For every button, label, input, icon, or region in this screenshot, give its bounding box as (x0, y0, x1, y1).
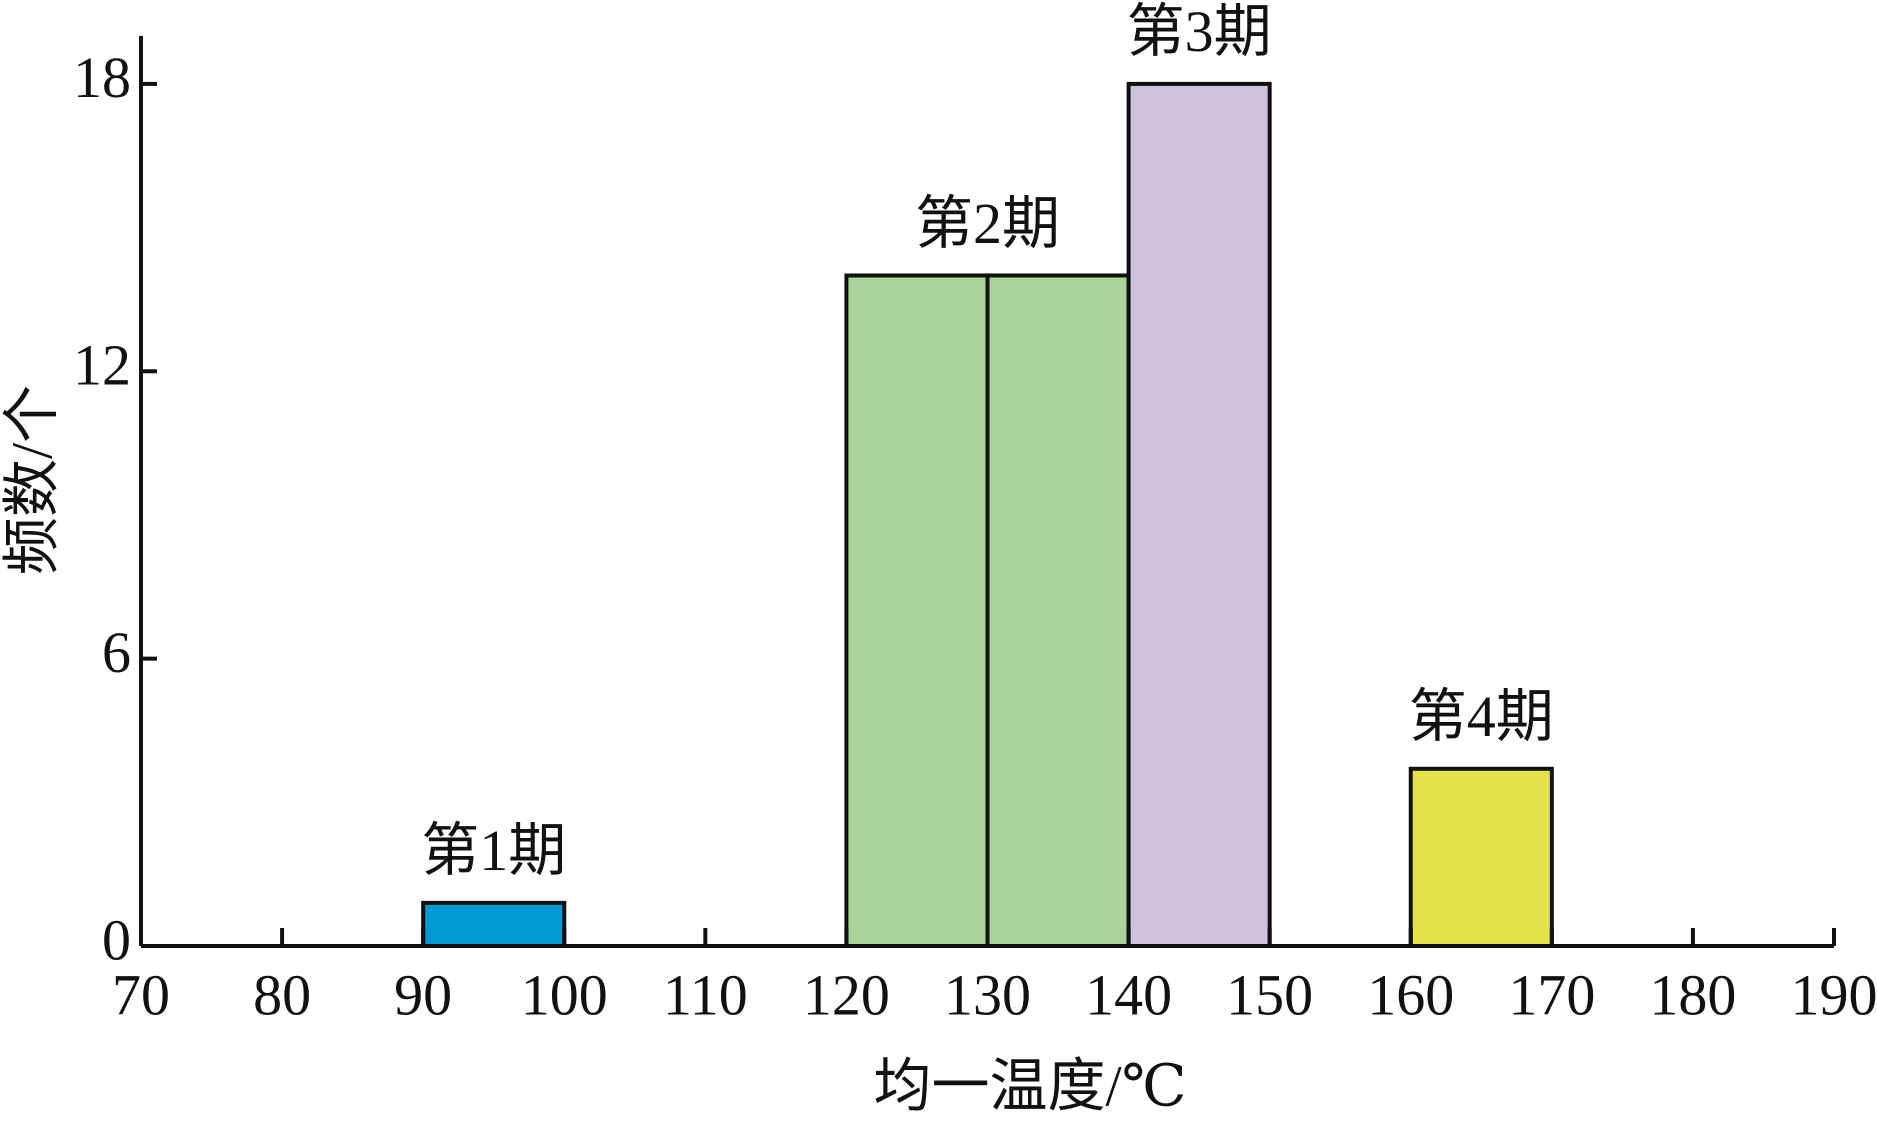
bar (844, 273, 990, 948)
x-tick-label: 90 (394, 962, 452, 1027)
x-tick-label: 70 (112, 962, 170, 1027)
bar (1126, 81, 1272, 949)
x-tick-label: 170 (1508, 962, 1595, 1027)
x-tick-label: 160 (1367, 962, 1454, 1027)
y-tick-label: 18 (73, 45, 131, 110)
x-tick-label: 110 (663, 962, 748, 1027)
y-tick-label: 0 (102, 907, 131, 972)
x-tick-label: 130 (944, 962, 1031, 1027)
x-tick-label: 150 (1226, 962, 1313, 1027)
x-tick-label: 190 (1791, 962, 1877, 1027)
bar-label: 第3期 (1127, 0, 1272, 64)
bar-label: 第4期 (1409, 684, 1554, 749)
x-tick-label: 140 (1085, 962, 1172, 1027)
x-tick-label: 180 (1649, 962, 1736, 1027)
bar (1408, 766, 1554, 949)
bar (985, 273, 1131, 948)
y-tick-label: 12 (73, 333, 131, 398)
y-axis-label: 频数/个 (0, 385, 64, 575)
x-tick-label: 100 (521, 962, 608, 1027)
bar (421, 900, 567, 948)
x-tick-label: 80 (253, 962, 311, 1027)
x-axis-label: 均一温度/℃ (874, 1053, 1187, 1118)
bar-label: 第2期 (915, 191, 1060, 256)
x-tick-label: 120 (803, 962, 890, 1027)
y-tick-label: 6 (102, 620, 131, 685)
bar-label: 第1期 (421, 818, 566, 883)
